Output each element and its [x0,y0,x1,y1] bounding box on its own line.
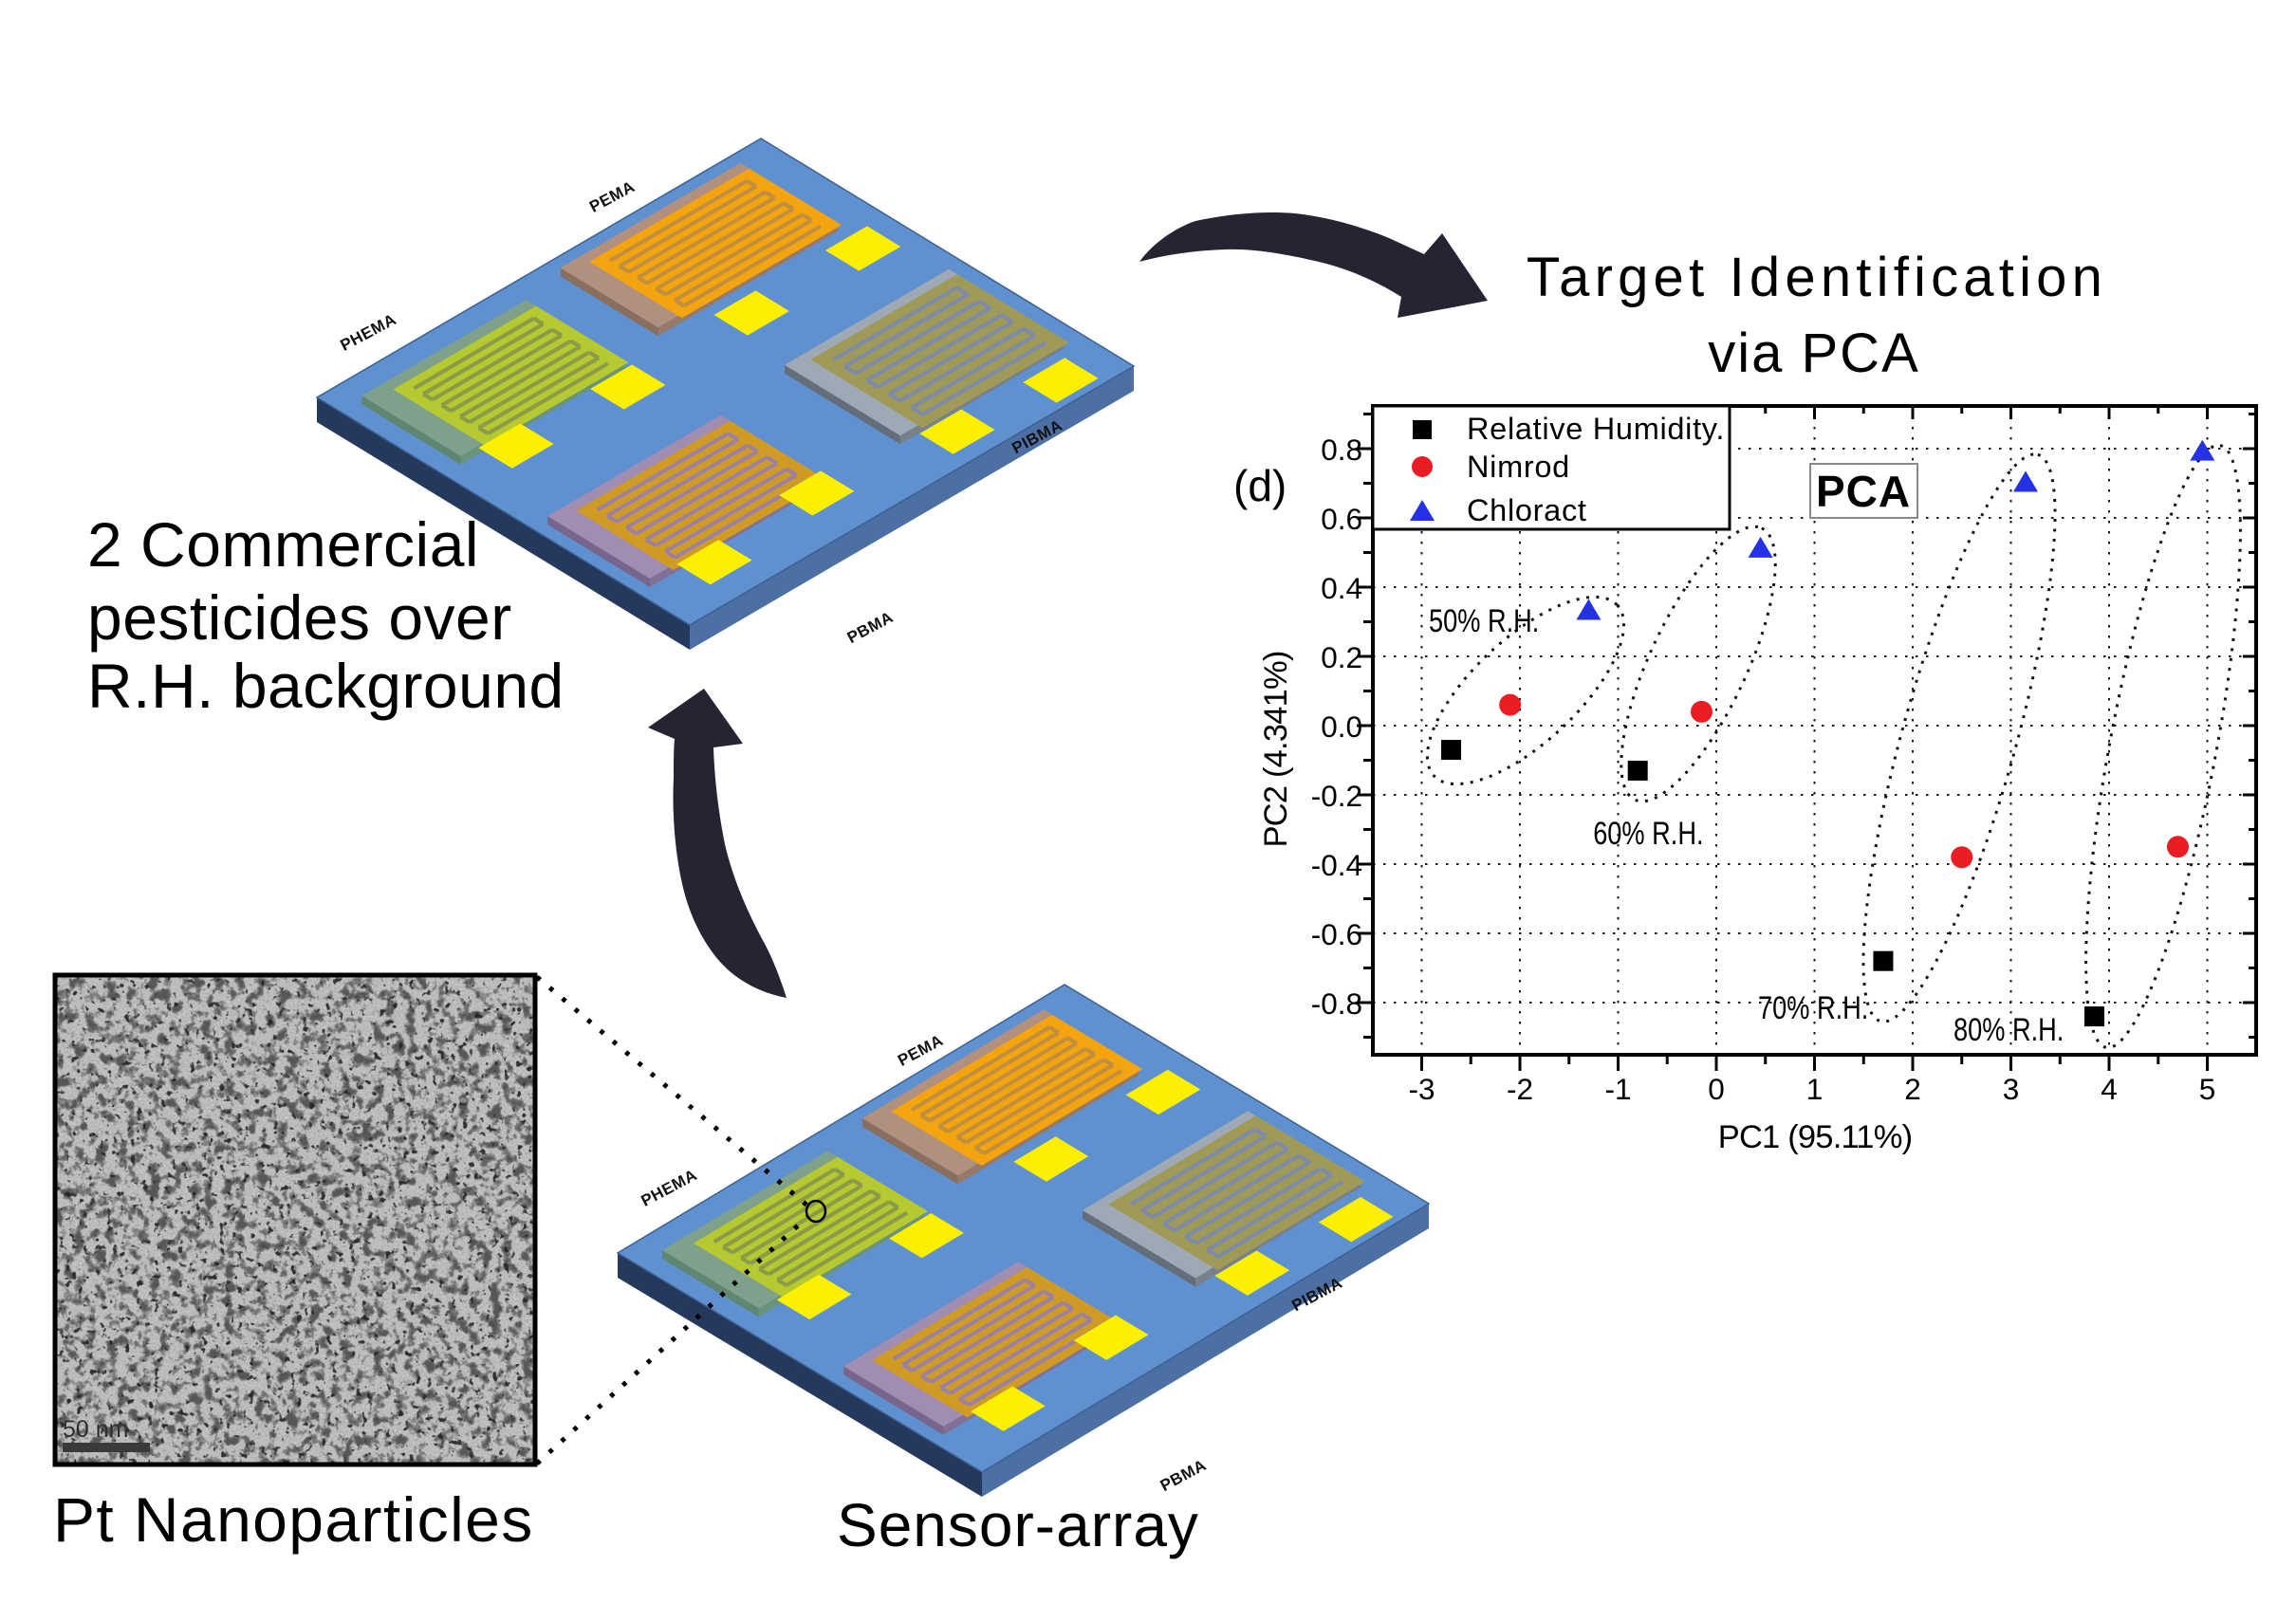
svg-text:0.8: 0.8 [1321,433,1362,467]
svg-text:-3: -3 [1408,1072,1435,1106]
svg-text:50 nm: 50 nm [63,1416,128,1443]
svg-text:PHEMA: PHEMA [338,310,399,355]
svg-text:80% R.H.: 80% R.H. [1953,1011,2064,1048]
svg-text:-2: -2 [1507,1072,1533,1106]
svg-text:70% R.H.: 70% R.H. [1758,989,1868,1026]
svg-text:60% R.H.: 60% R.H. [1593,815,1703,852]
svg-text:0.4: 0.4 [1321,571,1362,605]
svg-text:1: 1 [1806,1072,1824,1106]
svg-text:PBMA: PBMA [1157,1456,1210,1495]
svg-text:-0.6: -0.6 [1311,917,1362,951]
svg-text:Target Identification: Target Identification [1527,247,2107,308]
svg-text:2 Commercial: 2 Commercial [87,509,479,580]
svg-text:PEMA: PEMA [586,177,638,216]
svg-text:R.H. background: R.H. background [87,651,565,721]
svg-text:50% R.H.: 50% R.H. [1429,602,1539,639]
svg-text:PCA: PCA [1816,467,1911,516]
svg-text:Sensor-array: Sensor-array [837,1491,1199,1559]
svg-text:Nimrod: Nimrod [1467,450,1570,484]
svg-text:Pt Nanoparticles: Pt Nanoparticles [53,1484,534,1555]
svg-text:5: 5 [2199,1072,2216,1106]
svg-text:PC2 (4.341%): PC2 (4.341%) [1258,651,1294,847]
svg-text:PHEMA: PHEMA [639,1166,700,1210]
svg-text:0.0: 0.0 [1321,709,1362,744]
svg-text:via PCA: via PCA [1708,322,1920,384]
svg-text:PBMA: PBMA [844,608,897,647]
svg-text:pesticides over: pesticides over [87,582,512,653]
svg-text:0.2: 0.2 [1321,640,1362,674]
svg-text:3: 3 [2003,1072,2020,1106]
svg-text:PC1 (95.11%): PC1 (95.11%) [1718,1119,1913,1155]
svg-text:(d): (d) [1233,461,1287,510]
svg-text:0: 0 [1708,1072,1725,1106]
svg-text:0.6: 0.6 [1321,502,1362,536]
svg-text:2: 2 [1904,1072,1921,1106]
svg-text:-1: -1 [1604,1072,1631,1106]
svg-text:-0.8: -0.8 [1311,986,1362,1021]
svg-text:Chloract: Chloract [1467,493,1587,527]
svg-text:-0.2: -0.2 [1311,779,1362,813]
svg-text:Relative Humidity.: Relative Humidity. [1467,412,1725,446]
svg-text:-0.4: -0.4 [1311,848,1362,882]
svg-text:4: 4 [2101,1072,2118,1106]
